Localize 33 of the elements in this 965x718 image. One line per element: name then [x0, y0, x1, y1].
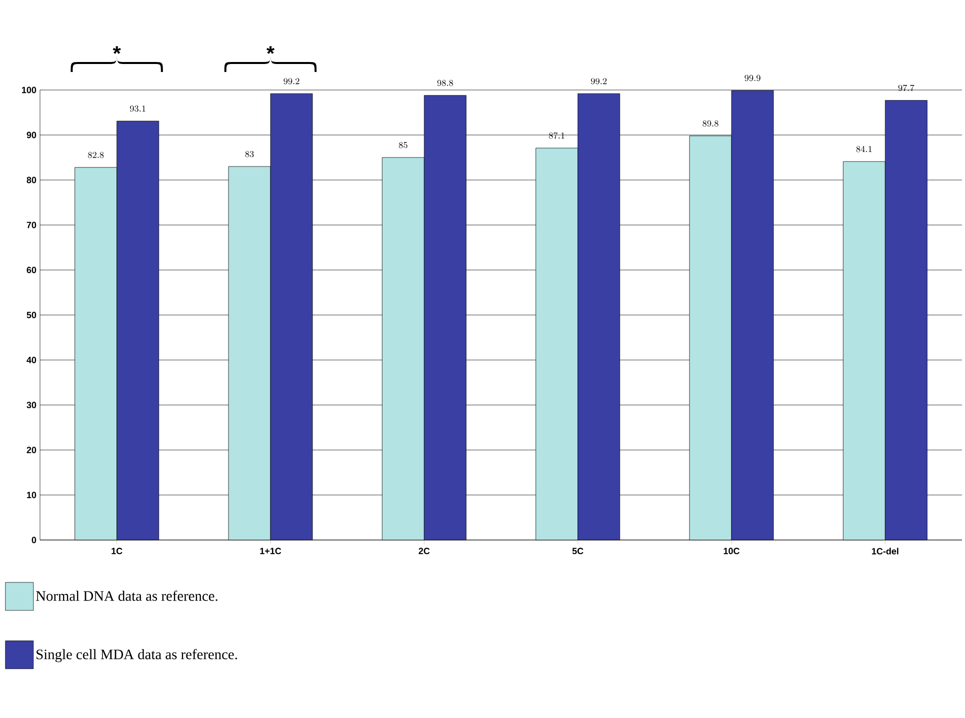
y-tick-label: 90	[26, 132, 36, 138]
data-label: 99.9	[744, 74, 760, 82]
data-label: 99.2	[284, 78, 300, 84]
y-tick-label: 60	[26, 266, 36, 274]
legend-label: Normal DNA data as reference.	[36, 590, 218, 601]
y-tick-label: 40	[26, 356, 36, 364]
legend-label: Single cell MDA data as reference.	[36, 648, 237, 662]
x-tick-label: 5C	[572, 548, 584, 554]
data-label: 89.8	[702, 120, 718, 127]
data-label: 93. 1	[130, 106, 146, 112]
data-label: 85	[398, 142, 408, 148]
x-tick-label: 10C	[724, 548, 740, 554]
y-tick-label: 20	[26, 446, 36, 454]
y-tick-label: 80	[26, 176, 36, 184]
text: *	[266, 46, 275, 54]
data-label: 98.8	[437, 80, 454, 86]
data-label: 82.8	[88, 152, 104, 158]
x-tick-label: 1C-del	[872, 548, 898, 554]
y-tick-label: 50	[26, 312, 36, 318]
x-tick-label: 2C	[418, 548, 430, 554]
data-label: 84. 1	[856, 146, 872, 152]
data-label: 97.7	[898, 84, 914, 92]
data-label: 99.2	[591, 78, 607, 84]
y-tick-label: 30	[26, 402, 36, 408]
y-tick-label: 100	[22, 86, 36, 94]
y-tick-label: 0	[32, 536, 36, 544]
y-tick-label: 10	[27, 492, 36, 498]
text: *	[112, 46, 121, 54]
data-label: 87. 1	[549, 132, 564, 139]
x-tick-label: 1+1C	[260, 548, 282, 554]
data-label: 83	[245, 150, 254, 158]
y-tick-label: 70	[26, 222, 36, 228]
x-tick-label: 1C	[112, 548, 122, 554]
